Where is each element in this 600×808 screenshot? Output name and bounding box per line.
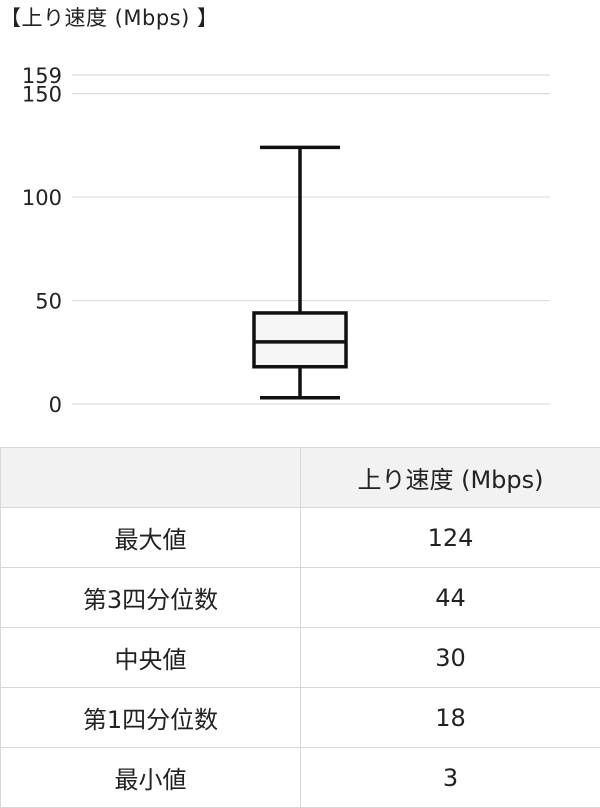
- row-value-q1: 18: [301, 688, 600, 748]
- table-row: 最大値 124: [1, 508, 600, 568]
- table-row: 第3四分位数 44: [1, 568, 600, 628]
- table-header-row: 上り速度 (Mbps): [1, 448, 600, 508]
- row-value-min: 3: [301, 748, 600, 808]
- row-label-min: 最小値: [1, 748, 301, 808]
- table-row: 第1四分位数 18: [1, 688, 600, 748]
- row-value-max: 124: [301, 508, 600, 568]
- row-value-q3: 44: [301, 568, 600, 628]
- y-tick-label-100: 100: [22, 186, 62, 210]
- table-row: 最小値 3: [1, 748, 600, 808]
- y-tick-label-0: 0: [49, 393, 62, 417]
- stats-table: 上り速度 (Mbps) 最大値 124 第3四分位数 44 中央値 30 第1四…: [0, 447, 600, 808]
- row-label-q3: 第3四分位数: [1, 568, 301, 628]
- chart-title: 【上り速度 (Mbps) 】: [0, 2, 218, 32]
- iqr-box: [254, 313, 346, 367]
- y-tick-label-50: 50: [35, 290, 62, 314]
- row-label-q1: 第1四分位数: [1, 688, 301, 748]
- table-header-series: 上り速度 (Mbps): [301, 448, 600, 508]
- row-value-median: 30: [301, 628, 600, 688]
- table-header-corner: [1, 448, 301, 508]
- row-label-max: 最大値: [1, 508, 301, 568]
- y-tick-label-159: 159: [22, 64, 62, 88]
- row-label-median: 中央値: [1, 628, 301, 688]
- table-row: 中央値 30: [1, 628, 600, 688]
